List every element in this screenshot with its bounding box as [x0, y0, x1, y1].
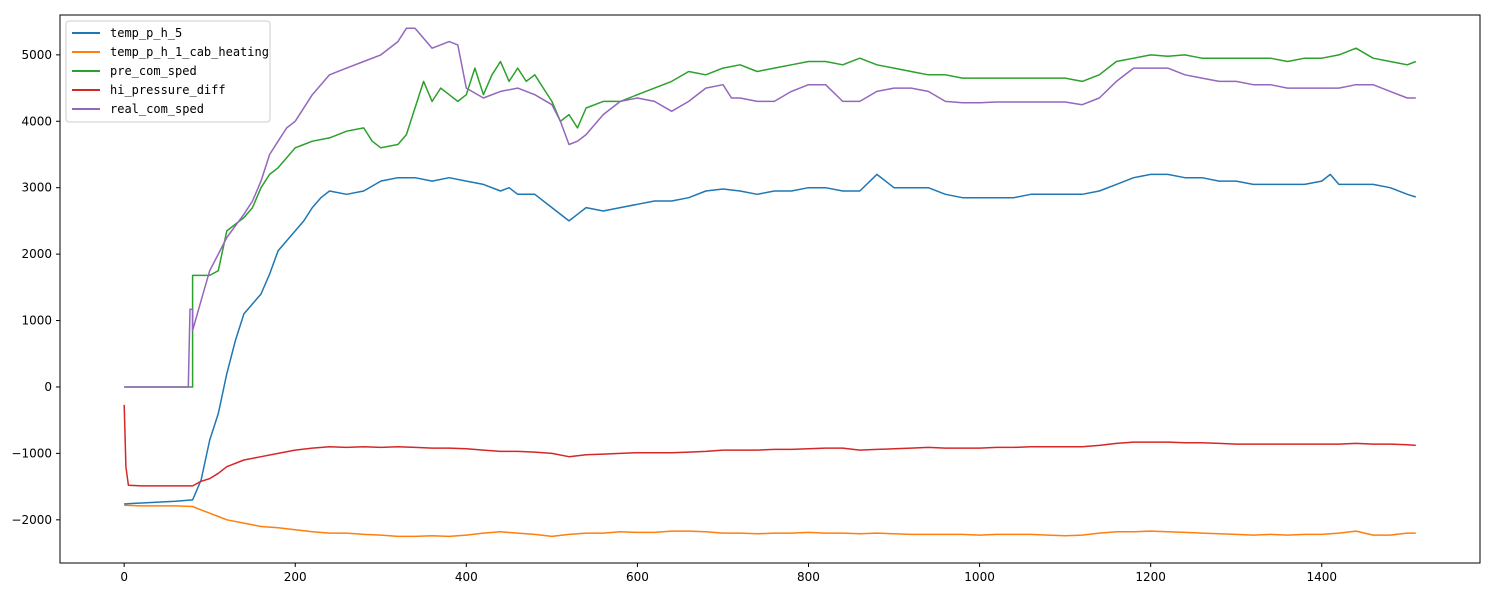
y-tick-label: −2000	[11, 513, 52, 527]
series-line-temp-p-h-5	[124, 173, 1417, 505]
x-tick-label: 200	[284, 570, 307, 584]
axes-frame	[59, 14, 1481, 564]
y-tick-label: 0	[44, 380, 52, 394]
legend-label: pre_com_sped	[110, 64, 197, 78]
y-tick-label: 2000	[21, 247, 52, 261]
y-tick-label: 4000	[21, 114, 52, 128]
x-tick-label: 1400	[1306, 570, 1337, 584]
series-layer	[123, 27, 1417, 538]
legend: temp_p_h_5 temp_p_h_1_cab_heating pre_com_…	[65, 20, 271, 123]
y-axis: −2000 −1000 0 1000 2000 3000 4000 5000	[11, 48, 60, 527]
x-tick-label: 400	[455, 570, 478, 584]
x-tick-label: 1200	[1135, 570, 1166, 584]
y-tick-label: 5000	[21, 48, 52, 62]
legend-label: temp_p_h_1_cab_heating	[110, 45, 269, 59]
legend-label: real_com_sped	[110, 102, 204, 116]
legend-label: temp_p_h_5	[110, 26, 182, 40]
x-axis: 0 200 400 600 800 1000 1200 1400	[120, 563, 1337, 584]
y-tick-label: 3000	[21, 181, 52, 195]
series-line-hi-pressure-diff	[123, 404, 1416, 487]
x-tick-label: 1000	[964, 570, 995, 584]
x-tick-label: 600	[626, 570, 649, 584]
series-line-pre-com-sped	[124, 47, 1417, 388]
y-tick-label: 1000	[21, 314, 52, 328]
y-tick-label: −1000	[11, 446, 52, 460]
series-line-temp-p-h-1-cab-heating	[124, 504, 1416, 538]
legend-label: hi_pressure_diff	[110, 83, 226, 97]
series-line-real-com-sped	[124, 27, 1416, 388]
legend-box	[65, 20, 271, 123]
x-tick-label: 0	[120, 570, 128, 584]
x-tick-label: 800	[797, 570, 820, 584]
